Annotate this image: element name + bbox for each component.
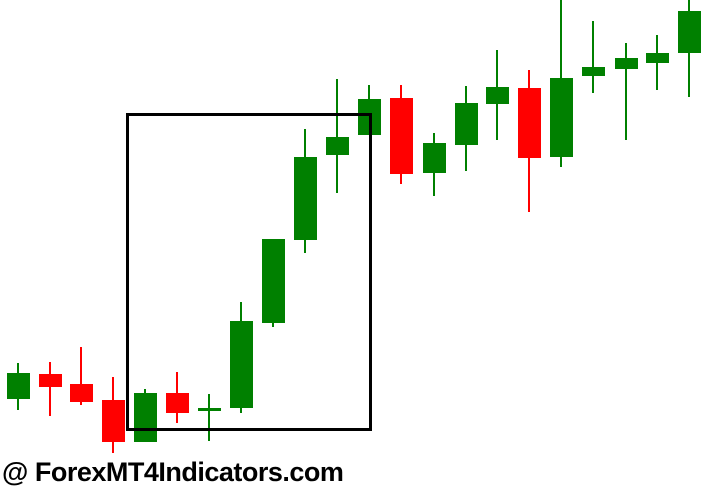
candle-body	[550, 78, 573, 157]
candle-body	[70, 384, 93, 402]
candle-body	[230, 321, 253, 408]
candle-wick	[592, 21, 594, 93]
candle-body	[455, 103, 478, 145]
candle-wick	[625, 43, 627, 140]
candle-body	[166, 393, 189, 413]
candle-body	[39, 374, 62, 387]
candle-body	[615, 58, 638, 69]
candle-wick	[208, 394, 210, 441]
candle-body	[582, 67, 605, 76]
candle-body	[646, 53, 669, 63]
candle-body	[326, 137, 349, 155]
candle-body	[678, 11, 701, 53]
candle-body	[518, 88, 541, 158]
candle-body	[390, 98, 413, 174]
candle-body	[294, 157, 317, 240]
candle-wick	[336, 79, 338, 193]
candle-body	[262, 239, 285, 323]
candle-body	[423, 143, 446, 173]
watermark-text: @ ForexMT4Indicators.com	[2, 457, 344, 487]
annotation-rectangle	[126, 113, 372, 431]
candle-wick	[49, 362, 51, 416]
candle-wick	[80, 347, 82, 405]
candle-body	[198, 408, 221, 411]
candle-body	[486, 87, 509, 104]
candle-body	[7, 373, 30, 399]
candle-body	[102, 400, 125, 442]
